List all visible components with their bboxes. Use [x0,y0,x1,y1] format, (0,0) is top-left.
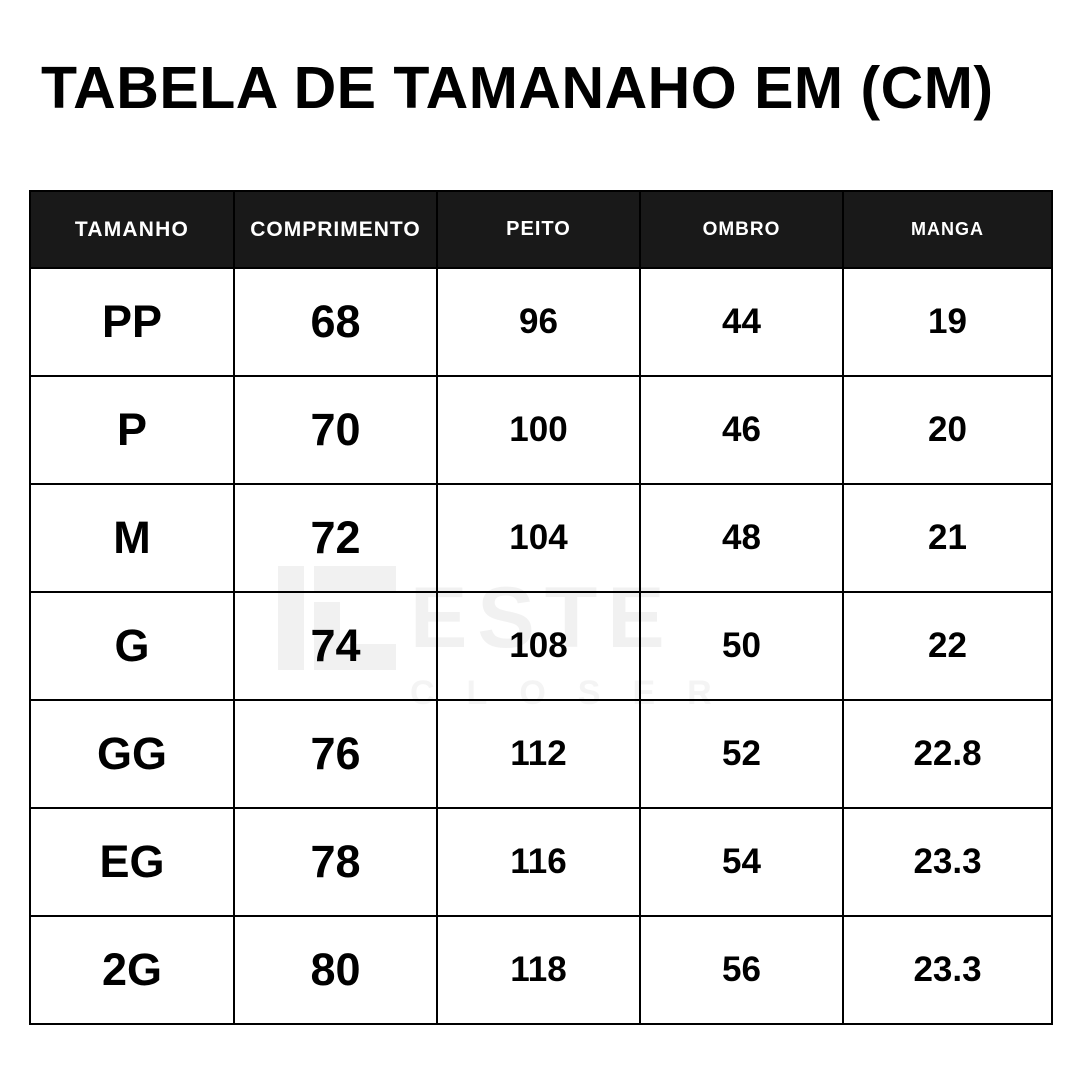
cell-manga: 22.8 [842,699,1053,809]
cell-peito: 116 [436,807,641,917]
table-row: G 74 108 50 22 [29,591,1053,701]
cell-manga: 19 [842,267,1053,377]
cell-size: PP [29,267,235,377]
cell-manga: 21 [842,483,1053,593]
cell-peito: 112 [436,699,641,809]
table-header-row: TAMANHO COMPRIMENTO PEITO OMBRO MANGA [29,190,1053,269]
cell-size: EG [29,807,235,917]
column-header-tamanho: TAMANHO [29,190,235,269]
table-row: P 70 100 46 20 [29,375,1053,485]
cell-peito: 118 [436,915,641,1025]
cell-ombro: 46 [639,375,844,485]
size-table-body: PP 68 96 44 19 P 70 100 46 20 M 72 104 [29,267,1053,1025]
column-header-manga: MANGA [842,190,1053,269]
cell-ombro: 52 [639,699,844,809]
cell-ombro: 56 [639,915,844,1025]
cell-comprimento: 68 [233,267,438,377]
size-table-head: TAMANHO COMPRIMENTO PEITO OMBRO MANGA [29,190,1053,269]
page-title: TABELA DE TAMANAHO EM (CM) [41,55,994,121]
cell-ombro: 48 [639,483,844,593]
cell-comprimento: 70 [233,375,438,485]
cell-comprimento: 74 [233,591,438,701]
column-header-comprimento: COMPRIMENTO [233,190,438,269]
cell-peito: 100 [436,375,641,485]
cell-peito: 108 [436,591,641,701]
table-row: PP 68 96 44 19 [29,267,1053,377]
column-header-ombro: OMBRO [639,190,844,269]
cell-ombro: 50 [639,591,844,701]
cell-peito: 104 [436,483,641,593]
table-row: EG 78 116 54 23.3 [29,807,1053,917]
cell-ombro: 54 [639,807,844,917]
cell-comprimento: 78 [233,807,438,917]
cell-manga: 23.3 [842,915,1053,1025]
cell-size: GG [29,699,235,809]
table-row: M 72 104 48 21 [29,483,1053,593]
column-header-peito: PEITO [436,190,641,269]
cell-manga: 20 [842,375,1053,485]
cell-manga: 23.3 [842,807,1053,917]
cell-size: G [29,591,235,701]
cell-ombro: 44 [639,267,844,377]
table-row: GG 76 112 52 22.8 [29,699,1053,809]
size-table: TAMANHO COMPRIMENTO PEITO OMBRO MANGA PP… [29,190,1053,1025]
cell-comprimento: 72 [233,483,438,593]
cell-manga: 22 [842,591,1053,701]
cell-comprimento: 76 [233,699,438,809]
cell-comprimento: 80 [233,915,438,1025]
cell-size: P [29,375,235,485]
size-table-container: TAMANHO COMPRIMENTO PEITO OMBRO MANGA PP… [29,190,1053,1025]
cell-peito: 96 [436,267,641,377]
cell-size: 2G [29,915,235,1025]
table-row: 2G 80 118 56 23.3 [29,915,1053,1025]
cell-size: M [29,483,235,593]
